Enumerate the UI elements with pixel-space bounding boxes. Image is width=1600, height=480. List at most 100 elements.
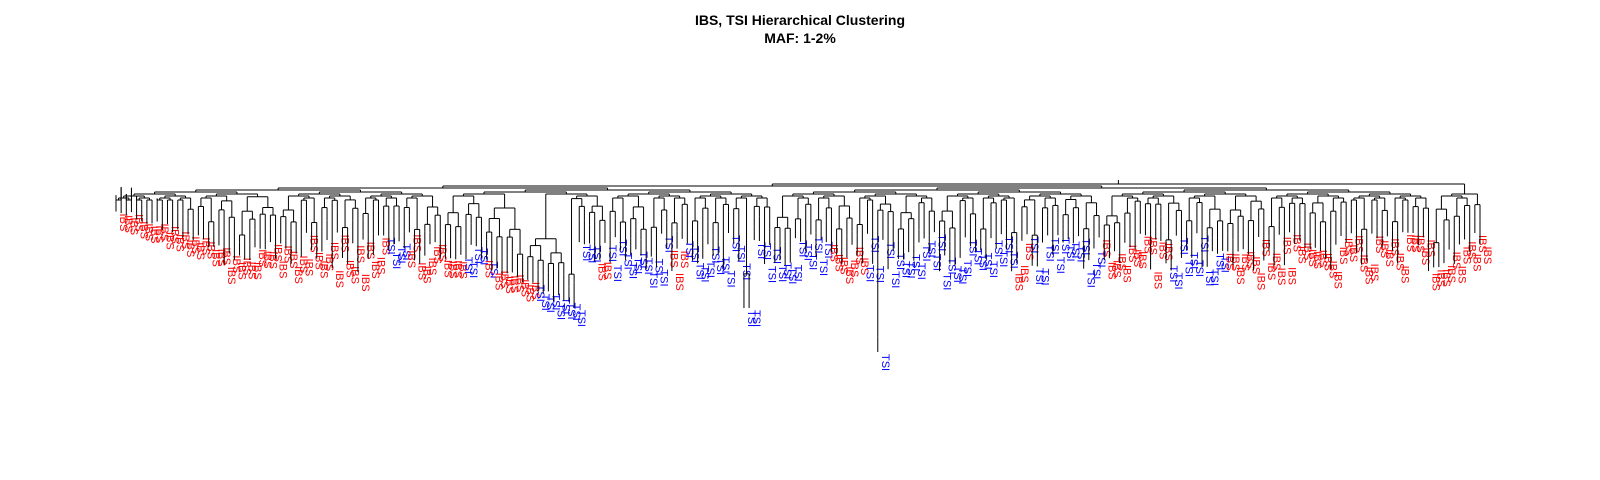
leaf-label-tsi: TSI xyxy=(642,258,654,275)
leaf-label-ibs: IBS xyxy=(1013,273,1025,291)
leaf-label-ibs: IBS xyxy=(307,235,319,253)
leaf-label-ibs: IBS xyxy=(1352,235,1364,253)
leaf-label-tsi: TSI xyxy=(771,247,783,264)
leaf-label-tsi: TSI xyxy=(1038,268,1050,285)
leaf-label-ibs: IBS xyxy=(1265,262,1277,280)
leaf-label-tsi: TSI xyxy=(807,253,819,270)
leaf-label-ibs: IBS xyxy=(843,266,855,284)
leaf-label-ibs: IBS xyxy=(343,260,355,278)
leaf-label-ibs: IBS xyxy=(184,240,196,258)
leaf-label-ibs: IBS xyxy=(848,260,860,278)
leaf-label-ibs: IBS xyxy=(359,274,371,292)
leaf-label-ibs: IBS xyxy=(163,232,175,250)
leaf-label-tsi: TSI xyxy=(740,263,752,280)
leaf-label-ibs: IBS xyxy=(1260,239,1272,257)
leaf-label-ibs: IBS xyxy=(313,252,325,270)
leaf-label-ibs: IBS xyxy=(1404,234,1416,252)
leaf-label-ibs: IBS xyxy=(179,231,191,249)
leaf-label-tsi: TSI xyxy=(987,261,999,278)
leaf-label-ibs: IBS xyxy=(1162,243,1174,261)
leaf-label-tsi: TSI xyxy=(802,244,814,261)
leaf-label-ibs: IBS xyxy=(426,258,438,276)
leaf-label-ibs: IBS xyxy=(1234,267,1246,285)
leaf-label-tsi: TSI xyxy=(693,263,705,280)
leaf-label-tsi: TSI xyxy=(724,270,736,287)
leaf-label-tsi: TSI xyxy=(817,259,829,276)
leaf-label-ibs: IBS xyxy=(225,267,237,285)
leaf-label-ibs: IBS xyxy=(1311,251,1323,269)
leaf-label-ibs: IBS xyxy=(349,266,361,284)
leaf-label-tsi: TSI xyxy=(591,245,603,262)
leaf-label-ibs: IBS xyxy=(287,251,299,269)
leaf-label-ibs: IBS xyxy=(858,257,870,275)
leaf-label-ibs: IBS xyxy=(1481,247,1493,265)
leaf-label-ibs: IBS xyxy=(1255,273,1267,291)
leaf-label-ibs: IBS xyxy=(1239,253,1251,271)
leaf-label-tsi: TSI xyxy=(606,245,618,262)
leaf-label-ibs: IBS xyxy=(1116,253,1128,271)
leaf-label-ibs: IBS xyxy=(1296,246,1308,264)
leaf-label-ibs: IBS xyxy=(256,249,268,267)
leaf-label-tsi: TSI xyxy=(781,262,793,279)
leaf-label-tsi: TSI xyxy=(462,257,474,274)
leaf-label-tsi: TSI xyxy=(1064,244,1076,261)
leaf-label-tsi: TSI xyxy=(555,303,567,320)
leaf-label-ibs: IBS xyxy=(1430,273,1442,291)
leaf-label-ibs: IBS xyxy=(235,262,247,280)
leaf-label-tsi: TSI xyxy=(735,246,747,263)
leaf-label-ibs: IBS xyxy=(1466,241,1478,259)
leaf-label-tsi: TSI xyxy=(745,310,757,327)
leaf-label-ibs: IBS xyxy=(503,276,515,294)
leaf-label-ibs: IBS xyxy=(1445,265,1457,283)
leaf-label-tsi: TSI xyxy=(997,250,1009,267)
leaf-label-tsi: TSI xyxy=(652,259,664,276)
leaf-label-tsi: TSI xyxy=(1172,272,1184,289)
leaf-label-ibs: IBS xyxy=(678,251,690,269)
leaf-label-tsi: TSI xyxy=(889,271,901,288)
leaf-label-ibs: IBS xyxy=(673,273,685,291)
leaf-label-ibs: IBS xyxy=(1121,265,1133,283)
leaf-label-ibs: IBS xyxy=(601,262,613,280)
leaf-label-tsi: TSI xyxy=(776,265,788,282)
leaf-label-ibs: IBS xyxy=(498,271,510,289)
leaf-label-tsi: TSI xyxy=(1167,265,1179,282)
leaf-label-tsi: TSI xyxy=(621,253,633,270)
leaf-label-ibs: IBS xyxy=(1136,251,1148,269)
leaf-label-ibs: IBS xyxy=(405,250,417,268)
leaf-label-ibs: IBS xyxy=(328,242,340,260)
leaf-label-tsi: TSI xyxy=(956,267,968,284)
leaf-label-tsi: TSI xyxy=(1208,269,1220,286)
leaf-label-tsi: TSI xyxy=(925,240,937,257)
leaf-label-ibs: IBS xyxy=(452,260,464,278)
leaf-label-tsi: TSI xyxy=(1203,269,1215,286)
leaf-label-tsi: TSI xyxy=(1033,268,1045,285)
leaf-label-tsi: TSI xyxy=(874,266,886,283)
leaf-label-tsi: TSI xyxy=(899,261,911,278)
leaf-label-tsi: TSI xyxy=(575,310,587,327)
leaf-label-ibs: IBS xyxy=(493,273,505,291)
leaf-label-ibs: IBS xyxy=(297,256,309,274)
leaf-label-ibs: IBS xyxy=(410,234,422,252)
leaf-label-tsi: TSI xyxy=(992,240,1004,257)
leaf-label-tsi: TSI xyxy=(935,234,947,251)
leaf-label-ibs: IBS xyxy=(1399,266,1411,284)
leaf-label-tsi: TSI xyxy=(951,266,963,283)
leaf-label-tsi: TSI xyxy=(549,293,561,310)
leaf-label-tsi: TSI xyxy=(1069,241,1081,258)
leaf-label-ibs: IBS xyxy=(241,258,253,276)
leaf-label-tsi: TSI xyxy=(467,261,479,278)
leaf-label-tsi: TSI xyxy=(1182,260,1194,277)
leaf-label-tsi: TSI xyxy=(1007,252,1019,269)
leaf-label-ibs: IBS xyxy=(1018,265,1030,283)
leaf-label-ibs: IBS xyxy=(1327,261,1339,279)
leaf-label-tsi: TSI xyxy=(961,260,973,277)
chart-subtitle: MAF: 1-2% xyxy=(764,30,836,46)
leaf-label-tsi: TSI xyxy=(570,304,582,321)
leaf-label-tsi: TSI xyxy=(632,257,644,274)
leaf-label-tsi: TSI xyxy=(1059,237,1071,254)
leaf-label-tsi: TSI xyxy=(1049,237,1061,254)
leaf-label-ibs: IBS xyxy=(508,275,520,293)
leaf-label-tsi: TSI xyxy=(400,243,412,260)
leaf-label-tsi: TSI xyxy=(1213,253,1225,270)
